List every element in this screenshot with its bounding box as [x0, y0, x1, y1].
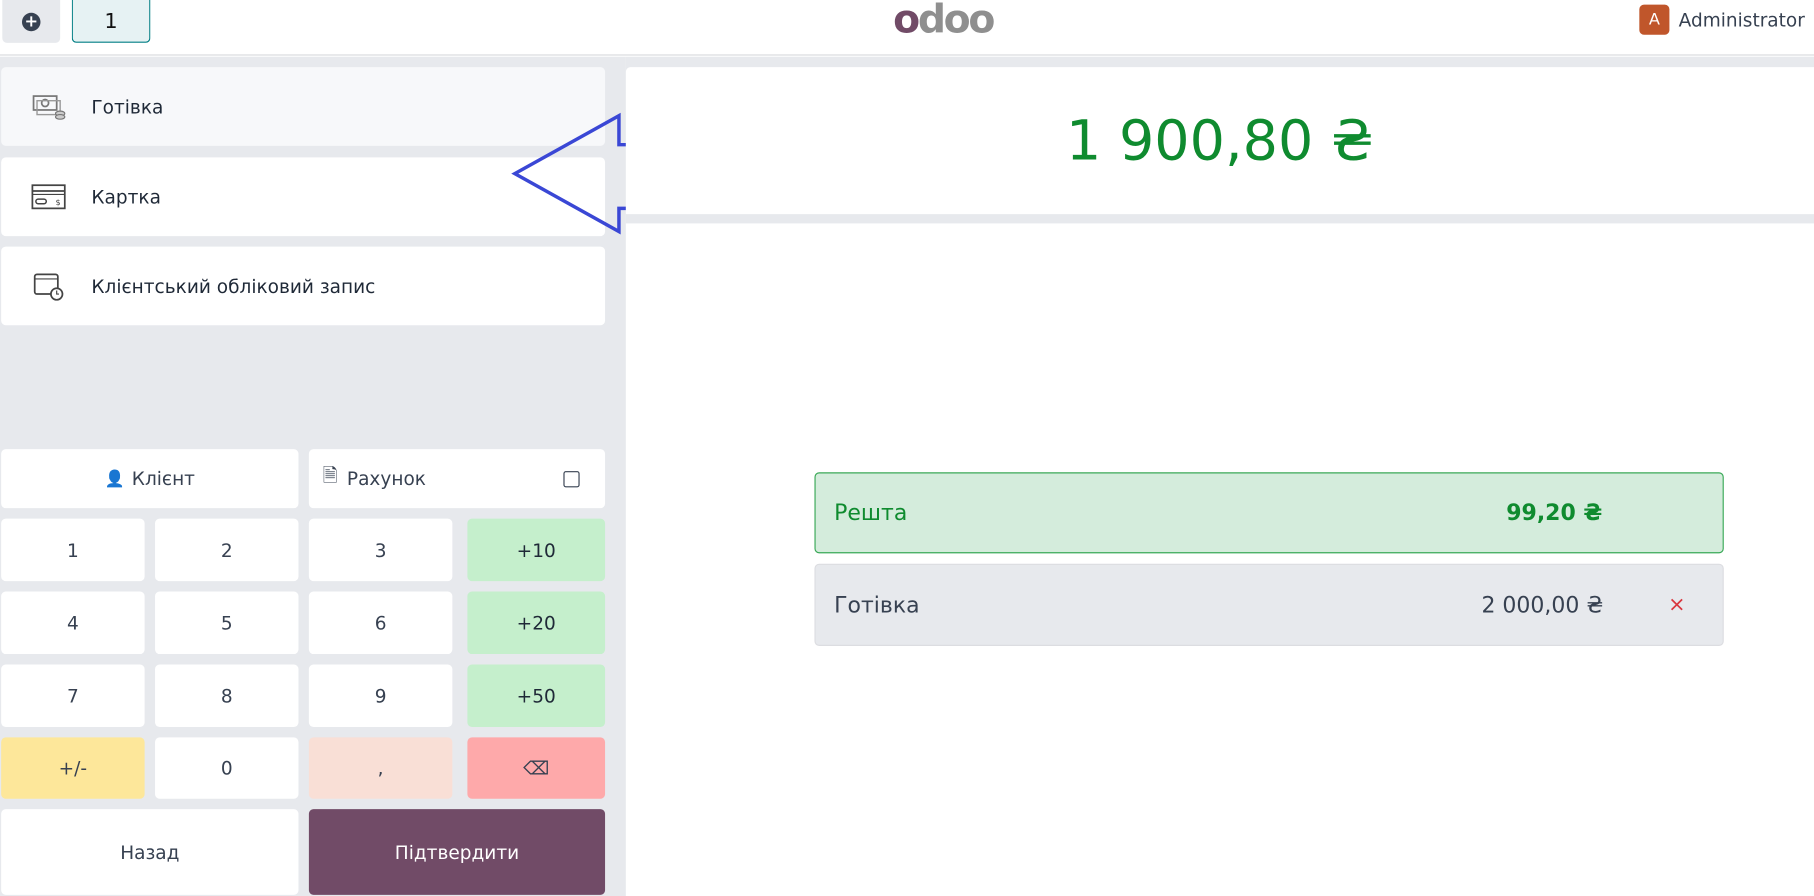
odoo-logo: odoo [893, 0, 995, 43]
invoice-label: Рахунок [346, 467, 426, 490]
change-label: Решта [834, 500, 908, 526]
invoice-checkbox[interactable] [563, 470, 580, 487]
avatar: A [1639, 4, 1670, 35]
numpad-key-plus10[interactable]: +10 [467, 518, 606, 582]
numpad-key-1[interactable]: 1 [1, 518, 145, 582]
numpad-key-plus50[interactable]: +50 [467, 664, 606, 727]
payment-method-customer-account[interactable]: Клієнтський обліковий запис [1, 246, 606, 326]
numpad-key-4[interactable]: 4 [1, 591, 145, 655]
document-icon: 🗎 [322, 464, 338, 487]
cash-icon [32, 95, 66, 120]
numpad-key-plus-minus[interactable]: +/- [1, 737, 145, 799]
customer-label: Клієнт [131, 467, 195, 490]
new-order-button[interactable]: + [2, 0, 61, 43]
numpad-key-3[interactable]: 3 [308, 518, 453, 582]
user-menu[interactable]: A Administrator [1639, 4, 1805, 35]
payment-method-label: Картка [91, 185, 161, 208]
payment-method-label: Клієнтський обліковий запис [91, 274, 376, 297]
payment-method-label: Готівка [91, 95, 164, 118]
numpad-key-plus20[interactable]: +20 [467, 591, 606, 655]
change-line: Решта 99,20 ₴ [814, 472, 1724, 554]
total-due-amount: 1 900,80 ₴ [625, 67, 1814, 215]
payment-line[interactable]: Готівка 2 000,00 ₴ × [814, 563, 1724, 646]
payment-line-amount: 2 000,00 ₴ [1481, 592, 1604, 618]
numpad-key-8[interactable]: 8 [155, 664, 299, 727]
numpad-key-decimal[interactable]: , [308, 737, 453, 799]
payment-lines-area [625, 223, 1814, 896]
numpad-key-6[interactable]: 6 [308, 591, 453, 655]
card-icon: $ [31, 184, 66, 210]
payment-method-cash[interactable]: Готівка [1, 67, 606, 146]
numpad-key-2[interactable]: 2 [155, 518, 299, 582]
svg-text:$: $ [56, 197, 61, 207]
wallet-clock-icon [33, 273, 64, 301]
user-icon: 👤 [104, 469, 125, 488]
numpad-key-5[interactable]: 5 [155, 591, 299, 655]
numpad-key-7[interactable]: 7 [1, 664, 145, 727]
remove-payment-icon[interactable]: × [1668, 592, 1686, 618]
back-button[interactable]: Назад [1, 809, 299, 895]
payment-line-method: Готівка [834, 592, 920, 618]
payment-method-card[interactable]: $ Картка [1, 157, 606, 237]
change-amount: 99,20 ₴ [1506, 500, 1603, 526]
numpad-key-backspace[interactable]: ⌫ [467, 737, 606, 799]
invoice-button[interactable]: 🗎 Рахунок [308, 449, 606, 509]
customer-button[interactable]: 👤 Клієнт [1, 449, 299, 509]
top-bar [0, 0, 1814, 56]
numpad-key-0[interactable]: 0 [155, 737, 299, 799]
plus-circle-icon: + [21, 12, 41, 31]
user-name: Administrator [1678, 8, 1805, 31]
numpad-key-9[interactable]: 9 [308, 664, 453, 727]
order-tab[interactable]: 1 [71, 0, 151, 43]
confirm-button[interactable]: Підтвердити [308, 809, 606, 895]
